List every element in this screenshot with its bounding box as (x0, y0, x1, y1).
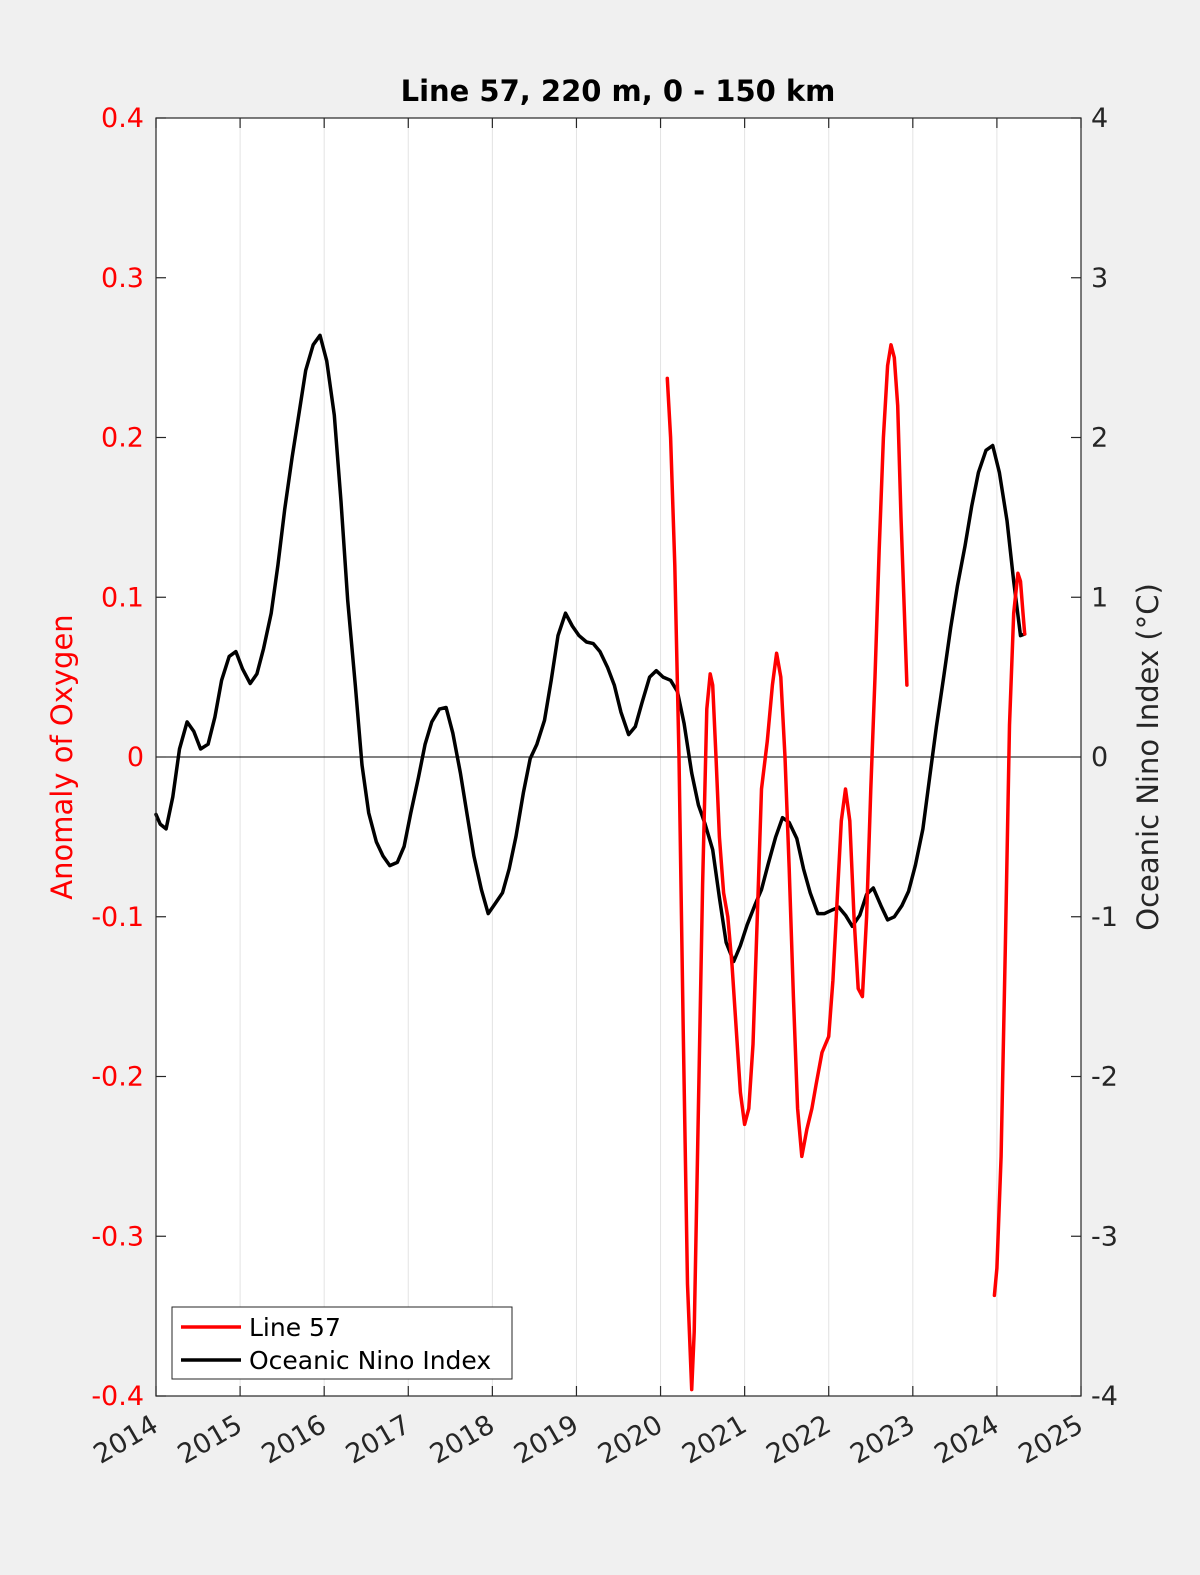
y-left-tick-label: -0.2 (91, 1062, 144, 1093)
chart-title: Line 57, 220 m, 0 - 150 km (401, 74, 836, 108)
y-left-tick-label: -0.4 (91, 1381, 144, 1412)
y-right-tick-label: -4 (1091, 1381, 1118, 1412)
y-right-tick-label: 1 (1091, 582, 1108, 613)
y-left-tick-label: 0 (127, 742, 144, 773)
y-right-tick-label: -1 (1091, 902, 1118, 933)
y-axis-left-label: Anomaly of Oxygen (45, 614, 79, 899)
y-right-tick-label: 2 (1091, 423, 1108, 454)
series-line-oceanic-nino-index (154, 333, 1027, 964)
y-left-tick-label: -0.1 (91, 902, 144, 933)
legend-label-line-57: Line 57 (249, 1313, 341, 1342)
y-axis-right-label: Oceanic Nino Index (°C) (1131, 583, 1165, 931)
series-line-line-57 (665, 343, 909, 1392)
y-right-tick-label: -3 (1091, 1221, 1118, 1252)
legend-box (171, 1306, 513, 1380)
y-left-tick-label: 0.1 (101, 582, 144, 613)
y-left-tick-label: 0.2 (101, 423, 144, 454)
y-right-tick-label: 0 (1091, 742, 1108, 773)
y-right-tick-label: -2 (1091, 1062, 1118, 1093)
legend: Line 57 Oceanic Nino Index (171, 1306, 513, 1380)
series-line-line-57 (992, 571, 1027, 1298)
y-right-tick-label: 4 (1091, 103, 1108, 134)
legend-label-oceanic-nino-index: Oceanic Nino Index (249, 1346, 491, 1375)
y-left-tick-label: -0.3 (91, 1221, 144, 1252)
y-right-tick-label: 3 (1091, 263, 1108, 294)
series-layer (154, 333, 1027, 1392)
y-left-tick-label: 0.4 (101, 103, 144, 134)
y-left-tick-label: 0.3 (101, 263, 144, 294)
